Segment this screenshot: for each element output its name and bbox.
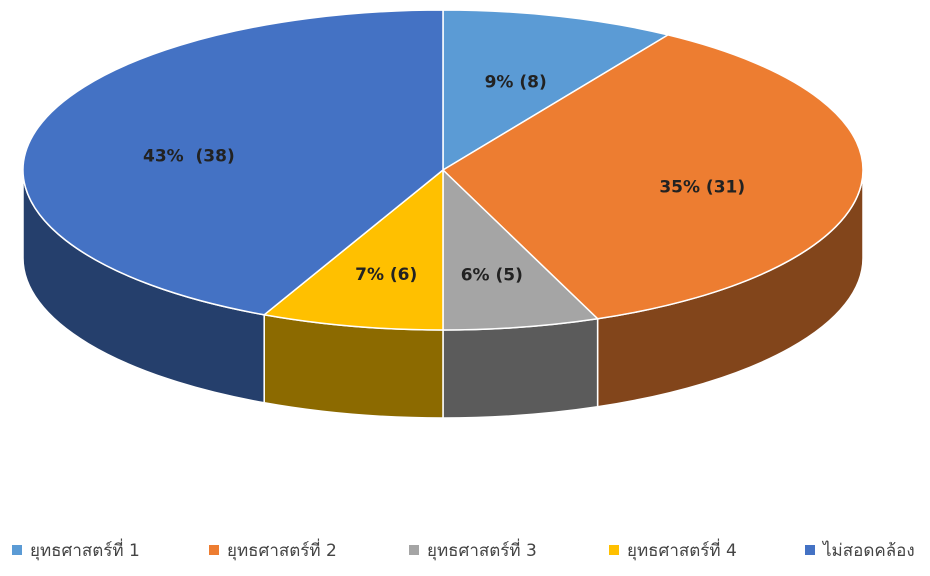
legend-label: ยุทธศาสตร์ที่ 2 bbox=[227, 538, 337, 561]
legend-swatch bbox=[12, 545, 22, 555]
legend-swatch bbox=[409, 545, 419, 555]
legend-swatch bbox=[805, 545, 815, 555]
legend-label: ยุทธศาสตร์ที่ 4 bbox=[627, 538, 737, 561]
pie-slice bbox=[442, 9, 671, 172]
pie-side bbox=[442, 317, 599, 419]
pie-slice bbox=[22, 9, 444, 316]
legend-swatch bbox=[209, 545, 219, 555]
data-label: 6% (5) bbox=[461, 265, 523, 285]
pie-slice bbox=[262, 168, 444, 331]
data-label: 43% (38) bbox=[143, 146, 235, 166]
legend-swatch bbox=[609, 545, 619, 555]
data-label: 35% (31) bbox=[659, 177, 745, 197]
legend-label: ไม่สอดคล้อง bbox=[821, 540, 915, 561]
data-label: 9% (8) bbox=[485, 73, 547, 93]
data-label: 7% (6) bbox=[355, 265, 417, 285]
pie-slice bbox=[441, 34, 864, 320]
pie-slice bbox=[442, 168, 600, 331]
legend-label: ยุทธศาสตร์ที่ 1 bbox=[30, 538, 140, 561]
legend-label: ยุทธศาสตร์ที่ 3 bbox=[427, 538, 537, 561]
